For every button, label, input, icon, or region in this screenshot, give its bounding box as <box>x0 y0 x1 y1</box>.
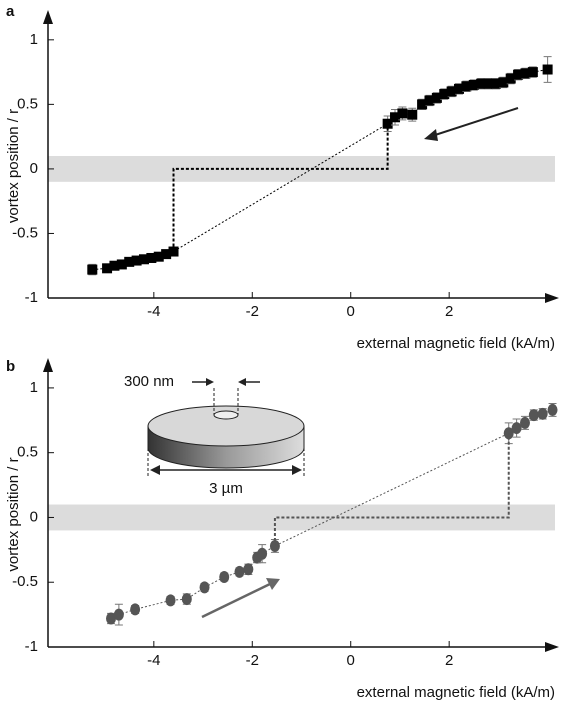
arrow-a <box>431 107 519 137</box>
y-tick-label: 0.5 <box>17 444 38 461</box>
data-point <box>537 407 548 420</box>
y-tick-label: -0.5 <box>12 573 38 590</box>
step-line <box>273 433 510 546</box>
data-point <box>87 264 98 275</box>
x-axis-label: external magnetic field (kA/m) <box>357 335 555 352</box>
data-point <box>138 254 149 265</box>
y-tick-label: -1 <box>25 289 38 306</box>
data-point <box>407 109 418 120</box>
data-point <box>243 563 254 576</box>
disk-hole <box>213 410 239 420</box>
y-tick-label: -1 <box>25 638 38 655</box>
data-point <box>382 118 393 129</box>
data-point <box>483 78 494 89</box>
arrow-b <box>201 582 271 619</box>
data-point <box>424 95 435 106</box>
data-point <box>124 256 135 267</box>
panel-label: a <box>6 3 15 20</box>
data-point <box>505 73 516 84</box>
y-axis-label: vortex position / r <box>5 457 22 571</box>
data-point <box>468 80 479 90</box>
data-point <box>153 251 164 262</box>
data-point <box>476 78 487 89</box>
data-point <box>511 422 522 435</box>
data-point <box>161 249 172 260</box>
data-point <box>165 594 176 607</box>
y-tick-label: 1 <box>30 379 38 396</box>
data-point <box>257 547 268 560</box>
data-point <box>397 108 408 119</box>
disk-top <box>147 405 305 447</box>
data-point <box>102 263 113 274</box>
data-point <box>461 81 472 92</box>
data-point <box>199 581 210 594</box>
data-point <box>528 409 539 422</box>
data-point <box>431 92 442 103</box>
y-axis-arrow <box>43 10 53 24</box>
data-point <box>439 89 450 100</box>
y-tick-label: 0 <box>30 508 38 525</box>
data-point <box>113 608 124 621</box>
data-point <box>454 83 465 94</box>
y-tick-label: 1 <box>30 31 38 48</box>
x-tick-label: 2 <box>445 303 453 320</box>
data-point <box>116 259 127 270</box>
data-point <box>131 255 142 266</box>
data-point <box>168 246 179 257</box>
x-tick-label: -2 <box>246 303 259 320</box>
data-point <box>527 67 538 78</box>
inset-label: 3 µm <box>209 480 243 497</box>
data-point <box>390 112 401 123</box>
y-tick-label: 0.5 <box>17 95 38 112</box>
y-axis-arrow <box>43 358 53 372</box>
data-point <box>109 260 120 271</box>
y-axis-label: vortex position / r <box>5 109 22 223</box>
data-point <box>513 69 524 80</box>
data-point <box>146 252 157 263</box>
data-point <box>106 612 117 625</box>
data-point <box>490 78 501 89</box>
arrow-b-head <box>266 578 280 590</box>
y-tick-label: 0 <box>30 160 38 177</box>
data-point <box>542 64 553 75</box>
x-tick-label: 0 <box>347 303 355 320</box>
data-point <box>547 403 558 416</box>
data-point <box>219 571 230 584</box>
panel-label: b <box>6 358 15 375</box>
data-point <box>520 68 531 79</box>
x-axis-arrow <box>545 642 559 652</box>
data-point <box>234 565 245 578</box>
data-point <box>130 603 141 616</box>
x-tick-label: 0 <box>347 652 355 669</box>
x-tick-label: -4 <box>147 303 160 320</box>
data-point <box>417 99 428 110</box>
inset-label: 300 nm <box>124 373 174 390</box>
y-tick-label: -0.5 <box>12 224 38 241</box>
x-tick-label: -4 <box>147 652 160 669</box>
data-point <box>446 86 457 97</box>
x-tick-label: -2 <box>246 652 259 669</box>
x-tick-label: 2 <box>445 652 453 669</box>
x-axis-label: external magnetic field (kA/m) <box>357 684 555 701</box>
x-axis-arrow <box>545 293 559 303</box>
data-point <box>181 593 192 606</box>
arrow-a-head <box>424 129 438 141</box>
data-point <box>519 416 530 429</box>
data-point <box>498 77 509 88</box>
step-line <box>172 123 389 252</box>
